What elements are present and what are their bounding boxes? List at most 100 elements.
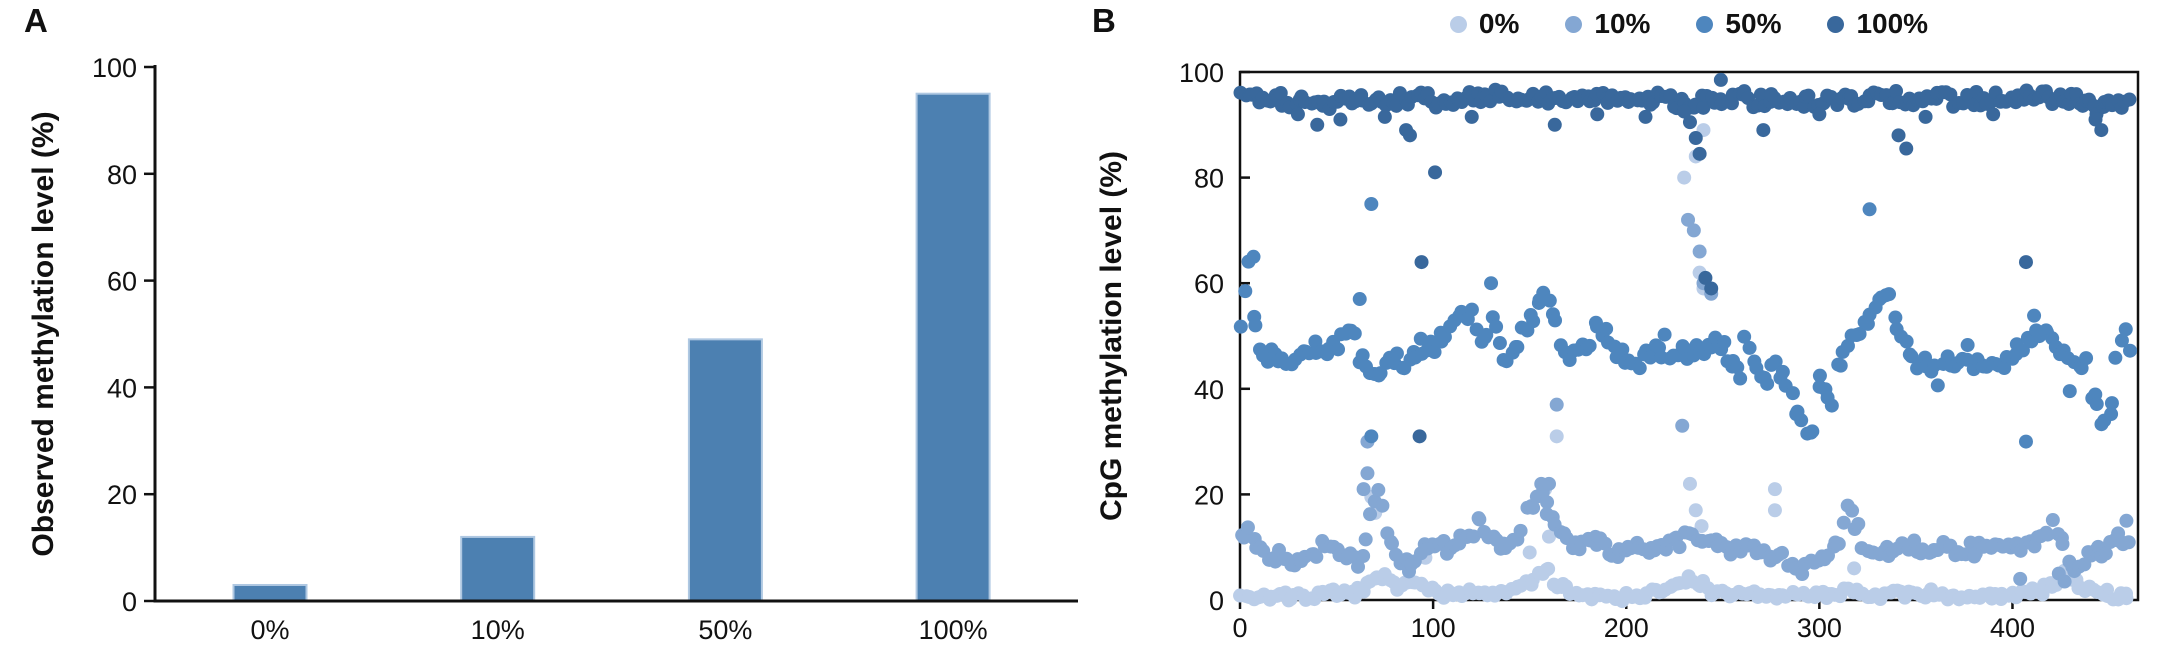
panel-a-x-tick-label: 100% <box>919 615 988 645</box>
scatter-point-100% <box>1663 88 1678 103</box>
scatter-point-10% <box>1540 495 1555 510</box>
panel-a-y-tick-label: 100 <box>92 53 137 83</box>
scatter-outlier-0% <box>1677 170 1692 185</box>
legend-label-10pct: 10% <box>1594 8 1651 39</box>
scatter-point-50% <box>1657 327 1672 342</box>
scatter-point-50% <box>1347 326 1362 341</box>
scatter-outlier-0% <box>1847 561 1862 576</box>
scatter-point-50% <box>1510 340 1525 355</box>
scatter-outlier-100% <box>1464 109 1479 124</box>
legend-item-0pct: 0% <box>1449 8 1519 40</box>
scatter-point-10% <box>2121 535 2136 550</box>
scatter-outlier-100% <box>1713 72 1728 87</box>
scatter-outlier-0% <box>1549 429 1564 444</box>
scatter-outlier-0% <box>1694 519 1709 534</box>
scatter-point-100% <box>1943 87 1958 102</box>
bar-100% <box>915 92 991 602</box>
legend-item-10pct: 10% <box>1565 8 1650 40</box>
scatter-outlier-10% <box>1675 418 1690 433</box>
scatter-point-10% <box>1466 529 1481 544</box>
scatter-point-50% <box>1785 386 1800 401</box>
scatter-point-50% <box>1548 313 1563 328</box>
scatter-point-10% <box>1472 512 1487 527</box>
scatter-point-50% <box>1479 327 1494 342</box>
scatter-point-100% <box>1753 87 1768 102</box>
scatter-point-10% <box>1350 559 1365 574</box>
scatter-outlier-50% <box>2018 434 2033 449</box>
scatter-point-10% <box>2055 537 2070 552</box>
scatter-point-10% <box>1526 500 1541 515</box>
scatter-point-50% <box>1888 310 1903 325</box>
panel-b-x-tick-label: 100 <box>1411 613 1456 643</box>
scatter-outlier-100% <box>1290 107 1305 122</box>
scatter-point-10% <box>1371 483 1386 498</box>
legend-dot-100pct-icon <box>1827 15 1845 33</box>
scatter-outlier-100% <box>1986 107 2001 122</box>
scatter-point-50% <box>1615 342 1630 357</box>
scatter-point-10% <box>2098 546 2113 561</box>
scatter-outlier-50% <box>1862 202 1877 217</box>
scatter-outlier-100% <box>1377 109 1392 124</box>
scatter-point-50% <box>1882 287 1897 302</box>
scatter-point-0% <box>2119 591 2134 606</box>
scatter-point-0% <box>1541 561 1556 576</box>
scatter-point-50% <box>2114 333 2129 348</box>
scatter-outlier-10% <box>1681 212 1696 227</box>
scatter-point-100% <box>1796 99 1811 114</box>
panel-b-y-tick-label: 20 <box>1194 480 1224 510</box>
panel-b-y-tick-label: 0 <box>1209 586 1224 616</box>
scatter-point-10% <box>1845 503 1860 518</box>
scatter-point-50% <box>1812 368 1827 383</box>
scatter-outlier-100% <box>1688 131 1703 145</box>
scatter-point-10% <box>1598 536 1613 551</box>
scatter-point-100% <box>2122 92 2137 107</box>
scatter-point-50% <box>1794 413 1809 428</box>
scatter-outlier-100% <box>1402 128 1417 143</box>
scatter-outlier-100% <box>1333 112 1348 127</box>
scatter-outlier-100% <box>1918 109 1933 124</box>
panel-b-label: B <box>1092 2 1116 39</box>
scatter-point-50% <box>2118 322 2133 337</box>
legend-dot-0pct-icon <box>1449 15 1467 33</box>
scatter-point-50% <box>1464 302 1479 317</box>
panel-b-plot-box <box>1238 70 2140 602</box>
scatter-point-10% <box>1672 540 1687 555</box>
scatter-point-50% <box>1899 334 1914 349</box>
scatter-point-50% <box>1427 345 1442 360</box>
scatter-point-50% <box>1489 319 1504 334</box>
scatter-point-50% <box>1717 335 1732 350</box>
scatter-outlier-50% <box>1484 276 1499 291</box>
scatter-point-50% <box>1775 364 1790 379</box>
scatter-outlier-0% <box>1522 545 1537 560</box>
scatter-outlier-0% <box>1541 529 1556 544</box>
scatter-outlier-100% <box>1704 281 1719 296</box>
scatter-outlier-10% <box>2119 513 2134 528</box>
panel-a-y-axis-title: Observed methylation level (%) <box>27 111 60 557</box>
scatter-point-10% <box>1513 523 1528 538</box>
scatter-outlier-100% <box>1682 115 1697 130</box>
legend-item-100pct: 100% <box>1827 8 1928 40</box>
scatter-point-50% <box>1373 366 1388 381</box>
scatter-point-50% <box>1248 318 1263 333</box>
scatter-point-10% <box>1363 507 1378 522</box>
scatter-outlier-100% <box>1638 109 1653 124</box>
scatter-point-100% <box>1801 88 1816 103</box>
scatter-point-50% <box>1492 336 1507 351</box>
scatter-point-50% <box>1997 361 2012 376</box>
scatter-point-50% <box>1760 376 1775 391</box>
scatter-point-50% <box>2015 343 2030 358</box>
scatter-point-10% <box>1775 545 1790 560</box>
scatter-outlier-100% <box>1547 117 1562 132</box>
scatter-point-50% <box>2104 396 2119 411</box>
scatter-point-50% <box>2062 384 2077 399</box>
panel-a-x-tick-label: 0% <box>250 615 289 645</box>
scatter-outlier-10% <box>2013 571 2028 586</box>
panel-a-x-tick-label: 10% <box>471 615 525 645</box>
scatter-outlier-100% <box>1698 270 1713 285</box>
scatter-point-50% <box>1852 326 1867 341</box>
scatter-point-10% <box>1240 520 1255 535</box>
scatter-point-10% <box>1384 536 1399 551</box>
panel-a-y-tick-label: 0 <box>122 587 137 617</box>
panel-a-y-tick-label: 40 <box>107 373 137 403</box>
